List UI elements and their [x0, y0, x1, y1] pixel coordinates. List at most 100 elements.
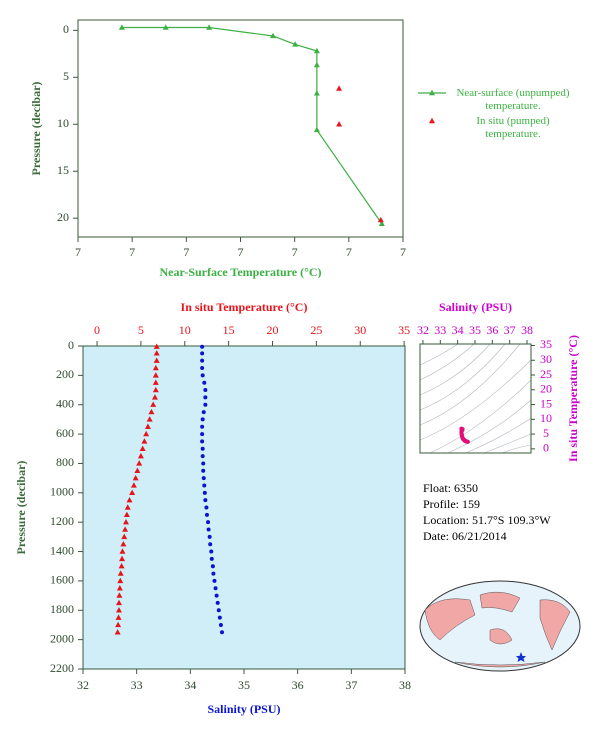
data-point [151, 394, 158, 400]
x2-tick-label: 5 [138, 323, 144, 337]
data-point [214, 593, 219, 598]
data-point [118, 563, 125, 569]
data-point [200, 373, 205, 378]
legend-swatch-marker [429, 117, 435, 124]
y-tick-label: 25 [540, 367, 552, 381]
float-info: Float: 6350 [423, 481, 479, 495]
data-point [203, 395, 208, 400]
data-point [120, 541, 127, 547]
data-point [116, 585, 123, 591]
data-point [129, 489, 136, 496]
data-point [136, 460, 143, 466]
plot-frame [419, 343, 532, 454]
y-tick-label: 5 [63, 69, 69, 83]
y-tick-label: 10 [540, 411, 552, 425]
x-tick-label: 7 [129, 245, 135, 259]
data-point [146, 416, 153, 422]
y-axis-label: In situ Temperature (°C) [566, 335, 580, 462]
data-point [141, 438, 148, 444]
data-point [114, 629, 121, 635]
data-point [126, 496, 133, 503]
data-point [208, 542, 213, 547]
data-point [336, 85, 343, 91]
data-point [200, 351, 205, 356]
legend-label: In situ (pumped) temperature. [476, 115, 550, 140]
data-point [211, 571, 216, 576]
data-point [212, 578, 217, 583]
data-point [139, 445, 146, 451]
y-tick-label: 200 [56, 367, 74, 381]
data-point [132, 474, 139, 481]
x-tick-label: 32 [77, 678, 89, 692]
data-point [219, 630, 224, 635]
x-tick-label: 7 [183, 245, 189, 259]
data-point [200, 446, 205, 451]
y-tick-label: 0 [63, 22, 69, 36]
profile-background [83, 346, 405, 669]
y-tick-label: 5 [543, 426, 549, 440]
data-point [336, 121, 343, 127]
isopycnals [419, 343, 532, 454]
data-point [215, 600, 220, 605]
data-point [213, 586, 218, 591]
data-point [122, 518, 129, 525]
data-point [465, 439, 470, 444]
data-point [200, 424, 205, 429]
data-point [137, 452, 144, 459]
x-tick-label: 7 [75, 245, 81, 259]
data-point [200, 366, 205, 371]
data-point [148, 408, 155, 415]
x-tick-label: 35 [238, 678, 250, 692]
y-tick-label: 1200 [50, 514, 74, 528]
data-line [121, 26, 383, 225]
data-point [201, 468, 206, 473]
x-tick-label: 32 [417, 323, 429, 337]
x-tick-label: 36 [292, 678, 304, 692]
data-point [218, 622, 223, 627]
y-tick-label: 20 [540, 382, 552, 396]
data-point [150, 401, 157, 407]
data-point [209, 549, 214, 554]
data-point [204, 505, 209, 510]
x2-tick-label: 15 [223, 323, 235, 337]
data-point [143, 430, 150, 437]
x-tick-label: 34 [452, 323, 464, 337]
float-info: Location: 51.7°S 109.3°W [423, 513, 551, 527]
float-info: Date: 06/21/2014 [423, 529, 507, 543]
data-point [204, 512, 209, 517]
data-point [153, 343, 160, 349]
x-tick-label: 7 [400, 245, 406, 259]
data-point [115, 621, 122, 628]
data-point [201, 410, 206, 415]
x-tick-label: 35 [469, 323, 481, 337]
data-point [200, 417, 205, 422]
data-point [152, 364, 159, 371]
x-tick-label: 34 [184, 678, 196, 692]
plot-frame [77, 19, 404, 238]
data-point [377, 216, 384, 223]
data-point [200, 344, 205, 349]
world-map [419, 580, 581, 672]
data-point [200, 454, 205, 459]
x-axis-label: Salinity (PSU) [207, 702, 280, 716]
data-point [122, 526, 129, 532]
data-point [121, 533, 128, 540]
data-point [117, 570, 124, 576]
y-tick-label: 0 [68, 338, 74, 352]
data-point [123, 511, 130, 518]
x2-axis-label: In situ Temperature (°C) [181, 300, 308, 314]
x-tick-label: 36 [486, 323, 498, 337]
data-point [209, 556, 214, 561]
data-point [119, 555, 126, 562]
legend-label: Near-surface (unpumped) temperature. [456, 87, 570, 112]
data-point [202, 483, 207, 488]
x2-tick-label: 20 [267, 323, 279, 337]
data-point [210, 564, 215, 569]
y-tick-label: 400 [56, 396, 74, 410]
x-tick-label: 33 [131, 678, 143, 692]
y-tick-label: 0 [543, 441, 549, 455]
y-tick-label: 35 [540, 337, 552, 351]
data-point [152, 379, 159, 385]
data-point [115, 614, 122, 620]
